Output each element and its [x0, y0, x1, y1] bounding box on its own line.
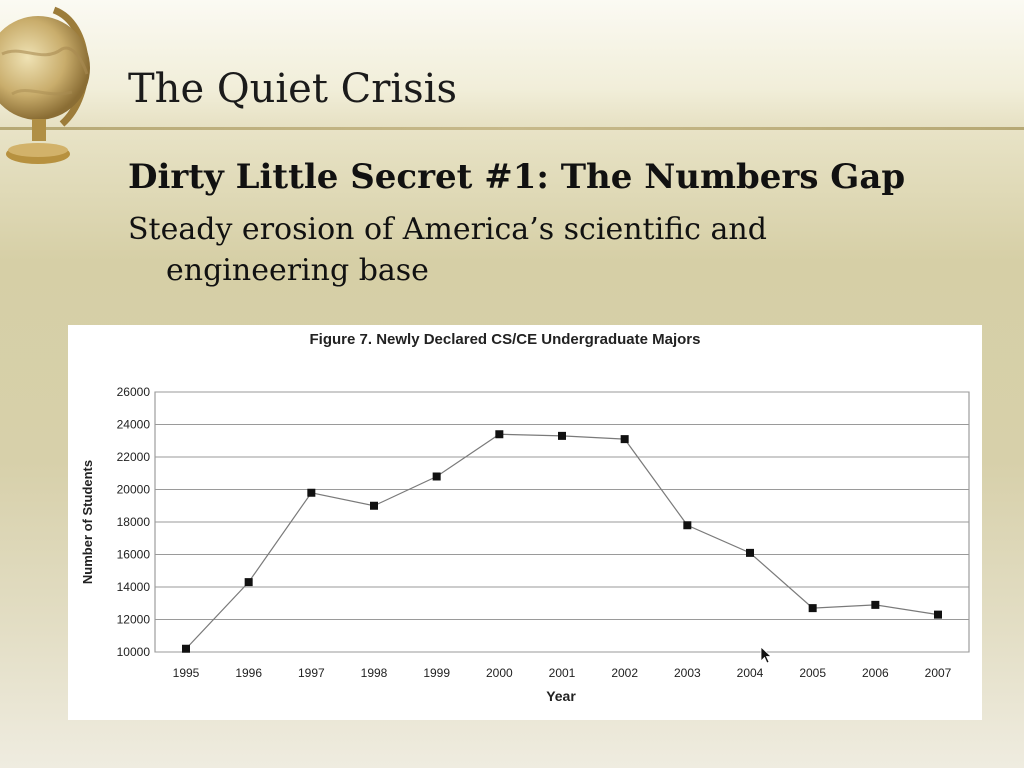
- x-tick-label: 2004: [737, 666, 764, 680]
- x-tick-label: 1998: [361, 666, 388, 680]
- globe-icon: [0, 6, 90, 164]
- y-tick-label: 22000: [117, 450, 151, 464]
- data-point-marker: [746, 548, 754, 557]
- series-markers: [182, 430, 942, 653]
- data-point-marker: [244, 578, 253, 587]
- title-band: [0, 0, 1024, 128]
- chart-panel: Figure 7. Newly Declared CS/CE Undergrad…: [68, 325, 982, 720]
- slide-heading: Dirty Little Secret #1: The Numbers Gap: [128, 157, 906, 197]
- slide-title: The Quiet Crisis: [128, 66, 458, 112]
- y-tick-label: 20000: [117, 483, 151, 497]
- data-point-marker: [495, 430, 504, 439]
- x-axis-label: Year: [546, 688, 576, 704]
- series-polyline: [185, 433, 939, 650]
- x-tick-label: 2002: [611, 666, 638, 680]
- data-point-marker: [307, 488, 316, 497]
- y-tick-label: 14000: [117, 580, 151, 594]
- y-tick-label: 12000: [117, 613, 151, 627]
- data-point-marker: [683, 521, 692, 530]
- x-tick-label: 2003: [674, 666, 701, 680]
- data-point-marker: [370, 501, 378, 510]
- y-tick-label: 26000: [117, 385, 151, 399]
- x-tick-label: 2007: [925, 666, 952, 680]
- x-tick-label: 2001: [549, 666, 576, 680]
- x-tick-label: 1996: [235, 666, 262, 680]
- y-axis-ticks: 10000 12000 14000 16000 18000 20000 22000 24000…: [117, 385, 151, 659]
- x-tick-label: 1995: [173, 666, 200, 680]
- x-tick-label: 2000: [486, 666, 513, 680]
- data-point-marker: [182, 644, 190, 653]
- y-tick-label: 18000: [117, 515, 151, 529]
- title-divider: [0, 127, 1024, 130]
- y-tick-label: 10000: [117, 645, 151, 659]
- y-tick-label: 24000: [117, 418, 151, 432]
- data-point-marker: [432, 472, 441, 481]
- x-tick-label: 1999: [423, 666, 450, 680]
- x-tick-label: 2006: [862, 666, 889, 680]
- x-tick-label: 2005: [799, 666, 826, 680]
- data-point-marker: [934, 610, 942, 619]
- data-point-marker: [808, 604, 817, 613]
- series-line: [185, 433, 939, 650]
- data-point-marker: [871, 600, 880, 609]
- mouse-pointer-icon: [760, 646, 773, 664]
- body-text-line-2: engineering base: [166, 253, 429, 288]
- body-text-line-1: Steady erosion of America’s scientific a…: [128, 212, 767, 247]
- data-point-marker: [558, 431, 566, 440]
- chart-title: Figure 7. Newly Declared CS/CE Undergrad…: [310, 331, 701, 348]
- grid-lines: [155, 391, 969, 653]
- x-tick-label: 1997: [298, 666, 325, 680]
- line-chart: Figure 7. Newly Declared CS/CE Undergrad…: [80, 331, 970, 704]
- y-tick-label: 16000: [117, 548, 151, 562]
- y-axis-label: Number of Students: [80, 460, 95, 584]
- x-axis-ticks: 1995 1996 1997 1998 1999 2000 2001 2002 2003 2004…: [173, 666, 952, 680]
- data-point-marker: [620, 435, 629, 444]
